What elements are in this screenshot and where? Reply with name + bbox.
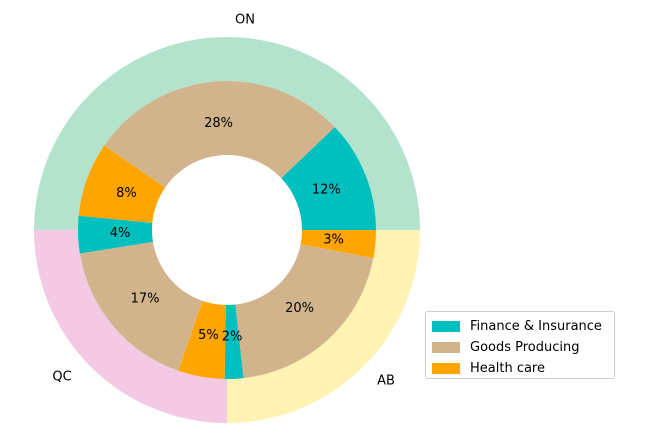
region-label-qc: QC [52, 370, 71, 385]
inner-slice-qc-health-care [178, 300, 226, 379]
slice-label-ab-finance-insurance: 2% [222, 329, 243, 344]
legend-swatch-finance [432, 321, 460, 332]
slice-label-qc-health-care: 5% [198, 328, 219, 343]
legend: Finance & Insurance Goods Producing Heal… [425, 311, 615, 379]
inner-slice-qc-finance-insurance [78, 215, 153, 254]
inner-slice-ab-finance-insurance [224, 304, 244, 379]
region-label-on: ON [235, 13, 255, 28]
outer-slice-ab [227, 230, 420, 423]
region-label-ab: AB [377, 374, 395, 389]
legend-item-goods: Goods Producing [432, 337, 608, 358]
inner-slice-on-goods-producing [104, 81, 335, 188]
slice-label-on-health-care: 8% [116, 186, 137, 201]
outer-ring [34, 37, 420, 423]
slice-label-qc-goods-producing: 17% [131, 291, 160, 306]
legend-swatch-goods [432, 342, 460, 353]
slice-labels: ON QC AB 8% 28% 12% 3% 20% 2%5% 17% 4% [52, 13, 395, 389]
slice-label-on-finance-insurance: 12% [312, 183, 341, 198]
slice-label-qc-finance-insurance: 4% [110, 226, 131, 241]
inner-slice-on-finance-insurance [281, 127, 376, 230]
legend-label-goods: Goods Producing [470, 340, 580, 355]
inner-ring [78, 81, 376, 379]
inner-slice-ab-health-care [300, 230, 376, 259]
legend-item-health: Health care [432, 358, 608, 379]
inner-slice-ab-goods-producing [235, 244, 374, 379]
outer-slice-qc [34, 230, 227, 423]
legend-swatch-health [432, 363, 460, 374]
legend-item-finance: Finance & Insurance [432, 316, 608, 337]
legend-label-finance: Finance & Insurance [470, 319, 602, 334]
legend-label-health: Health care [470, 361, 545, 376]
inner-slice-qc-goods-producing [79, 241, 203, 371]
outer-slice-on [34, 37, 420, 230]
slice-label-ab-goods-producing: 20% [285, 301, 314, 316]
slice-label-on-goods-producing: 28% [204, 116, 233, 131]
slice-label-ab-health-care: 3% [323, 233, 344, 248]
inner-slice-on-health-care [78, 145, 166, 223]
